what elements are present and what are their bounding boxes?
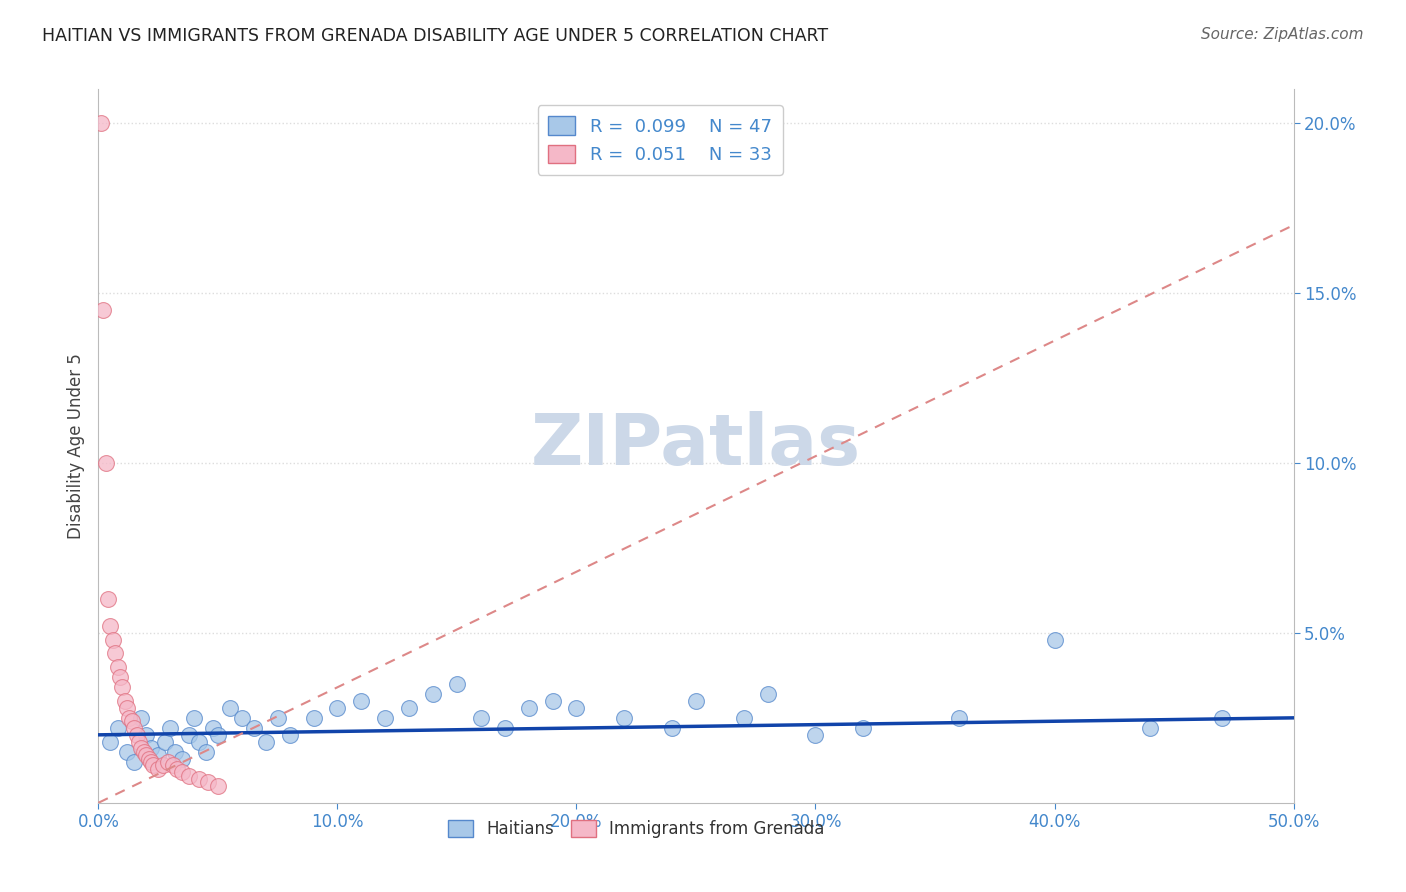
Point: [125, 728, 148, 742]
Point: [446, 677, 468, 691]
Point: [470, 711, 492, 725]
Point: [179, 728, 201, 742]
Text: HAITIAN VS IMMIGRANTS FROM GRENADA DISABILITY AGE UNDER 5 CORRELATION CHART: HAITIAN VS IMMIGRANTS FROM GRENADA DISAB…: [42, 27, 828, 45]
Point: [156, 755, 179, 769]
Point: [107, 721, 129, 735]
Point: [135, 728, 157, 742]
Point: [124, 755, 146, 769]
Point: [166, 762, 188, 776]
Y-axis label: Disability Age Under 5: Disability Age Under 5: [66, 353, 84, 539]
Text: ZIPatlas: ZIPatlas: [531, 411, 860, 481]
Point: [115, 700, 138, 714]
Point: [565, 700, 588, 714]
Point: [163, 745, 186, 759]
Point: [183, 711, 205, 725]
Point: [243, 721, 266, 735]
Point: [350, 694, 373, 708]
Point: [517, 700, 540, 714]
Point: [1139, 721, 1161, 735]
Point: [118, 711, 141, 725]
Point: [302, 711, 325, 725]
Point: [326, 700, 349, 714]
Point: [1043, 632, 1066, 647]
Point: [207, 779, 229, 793]
Point: [155, 734, 177, 748]
Point: [91, 303, 114, 318]
Point: [131, 711, 153, 725]
Point: [804, 728, 827, 742]
Point: [179, 769, 201, 783]
Point: [138, 751, 160, 765]
Point: [756, 687, 779, 701]
Point: [422, 687, 444, 701]
Point: [148, 748, 170, 763]
Point: [98, 619, 122, 633]
Point: [197, 775, 219, 789]
Point: [172, 765, 194, 780]
Point: [613, 711, 636, 725]
Point: [142, 758, 165, 772]
Point: [172, 751, 194, 765]
Point: [104, 646, 127, 660]
Point: [101, 632, 124, 647]
Point: [148, 762, 170, 776]
Point: [115, 745, 138, 759]
Point: [207, 728, 229, 742]
Point: [219, 700, 242, 714]
Point: [128, 734, 150, 748]
Point: [852, 721, 875, 735]
Point: [152, 758, 174, 772]
Point: [90, 116, 112, 130]
Point: [97, 591, 120, 606]
Point: [121, 714, 143, 729]
Point: [111, 680, 134, 694]
Point: [733, 711, 755, 725]
Point: [135, 748, 157, 763]
Point: [195, 745, 218, 759]
Point: [661, 721, 683, 735]
Point: [398, 700, 420, 714]
Point: [1211, 711, 1233, 725]
Point: [139, 755, 162, 769]
Text: Source: ZipAtlas.com: Source: ZipAtlas.com: [1201, 27, 1364, 42]
Point: [139, 741, 162, 756]
Point: [132, 745, 155, 759]
Point: [374, 711, 396, 725]
Point: [108, 670, 131, 684]
Point: [131, 741, 153, 756]
Point: [159, 721, 181, 735]
Point: [187, 734, 209, 748]
Point: [124, 721, 146, 735]
Point: [114, 694, 136, 708]
Point: [94, 456, 117, 470]
Point: [948, 711, 970, 725]
Legend: Haitians, Immigrants from Grenada: Haitians, Immigrants from Grenada: [441, 813, 831, 845]
Point: [162, 758, 184, 772]
Point: [231, 711, 253, 725]
Point: [541, 694, 564, 708]
Point: [494, 721, 516, 735]
Point: [254, 734, 277, 748]
Point: [685, 694, 707, 708]
Point: [107, 660, 129, 674]
Point: [98, 734, 122, 748]
Point: [187, 772, 209, 786]
Point: [278, 728, 301, 742]
Point: [267, 711, 290, 725]
Point: [202, 721, 225, 735]
